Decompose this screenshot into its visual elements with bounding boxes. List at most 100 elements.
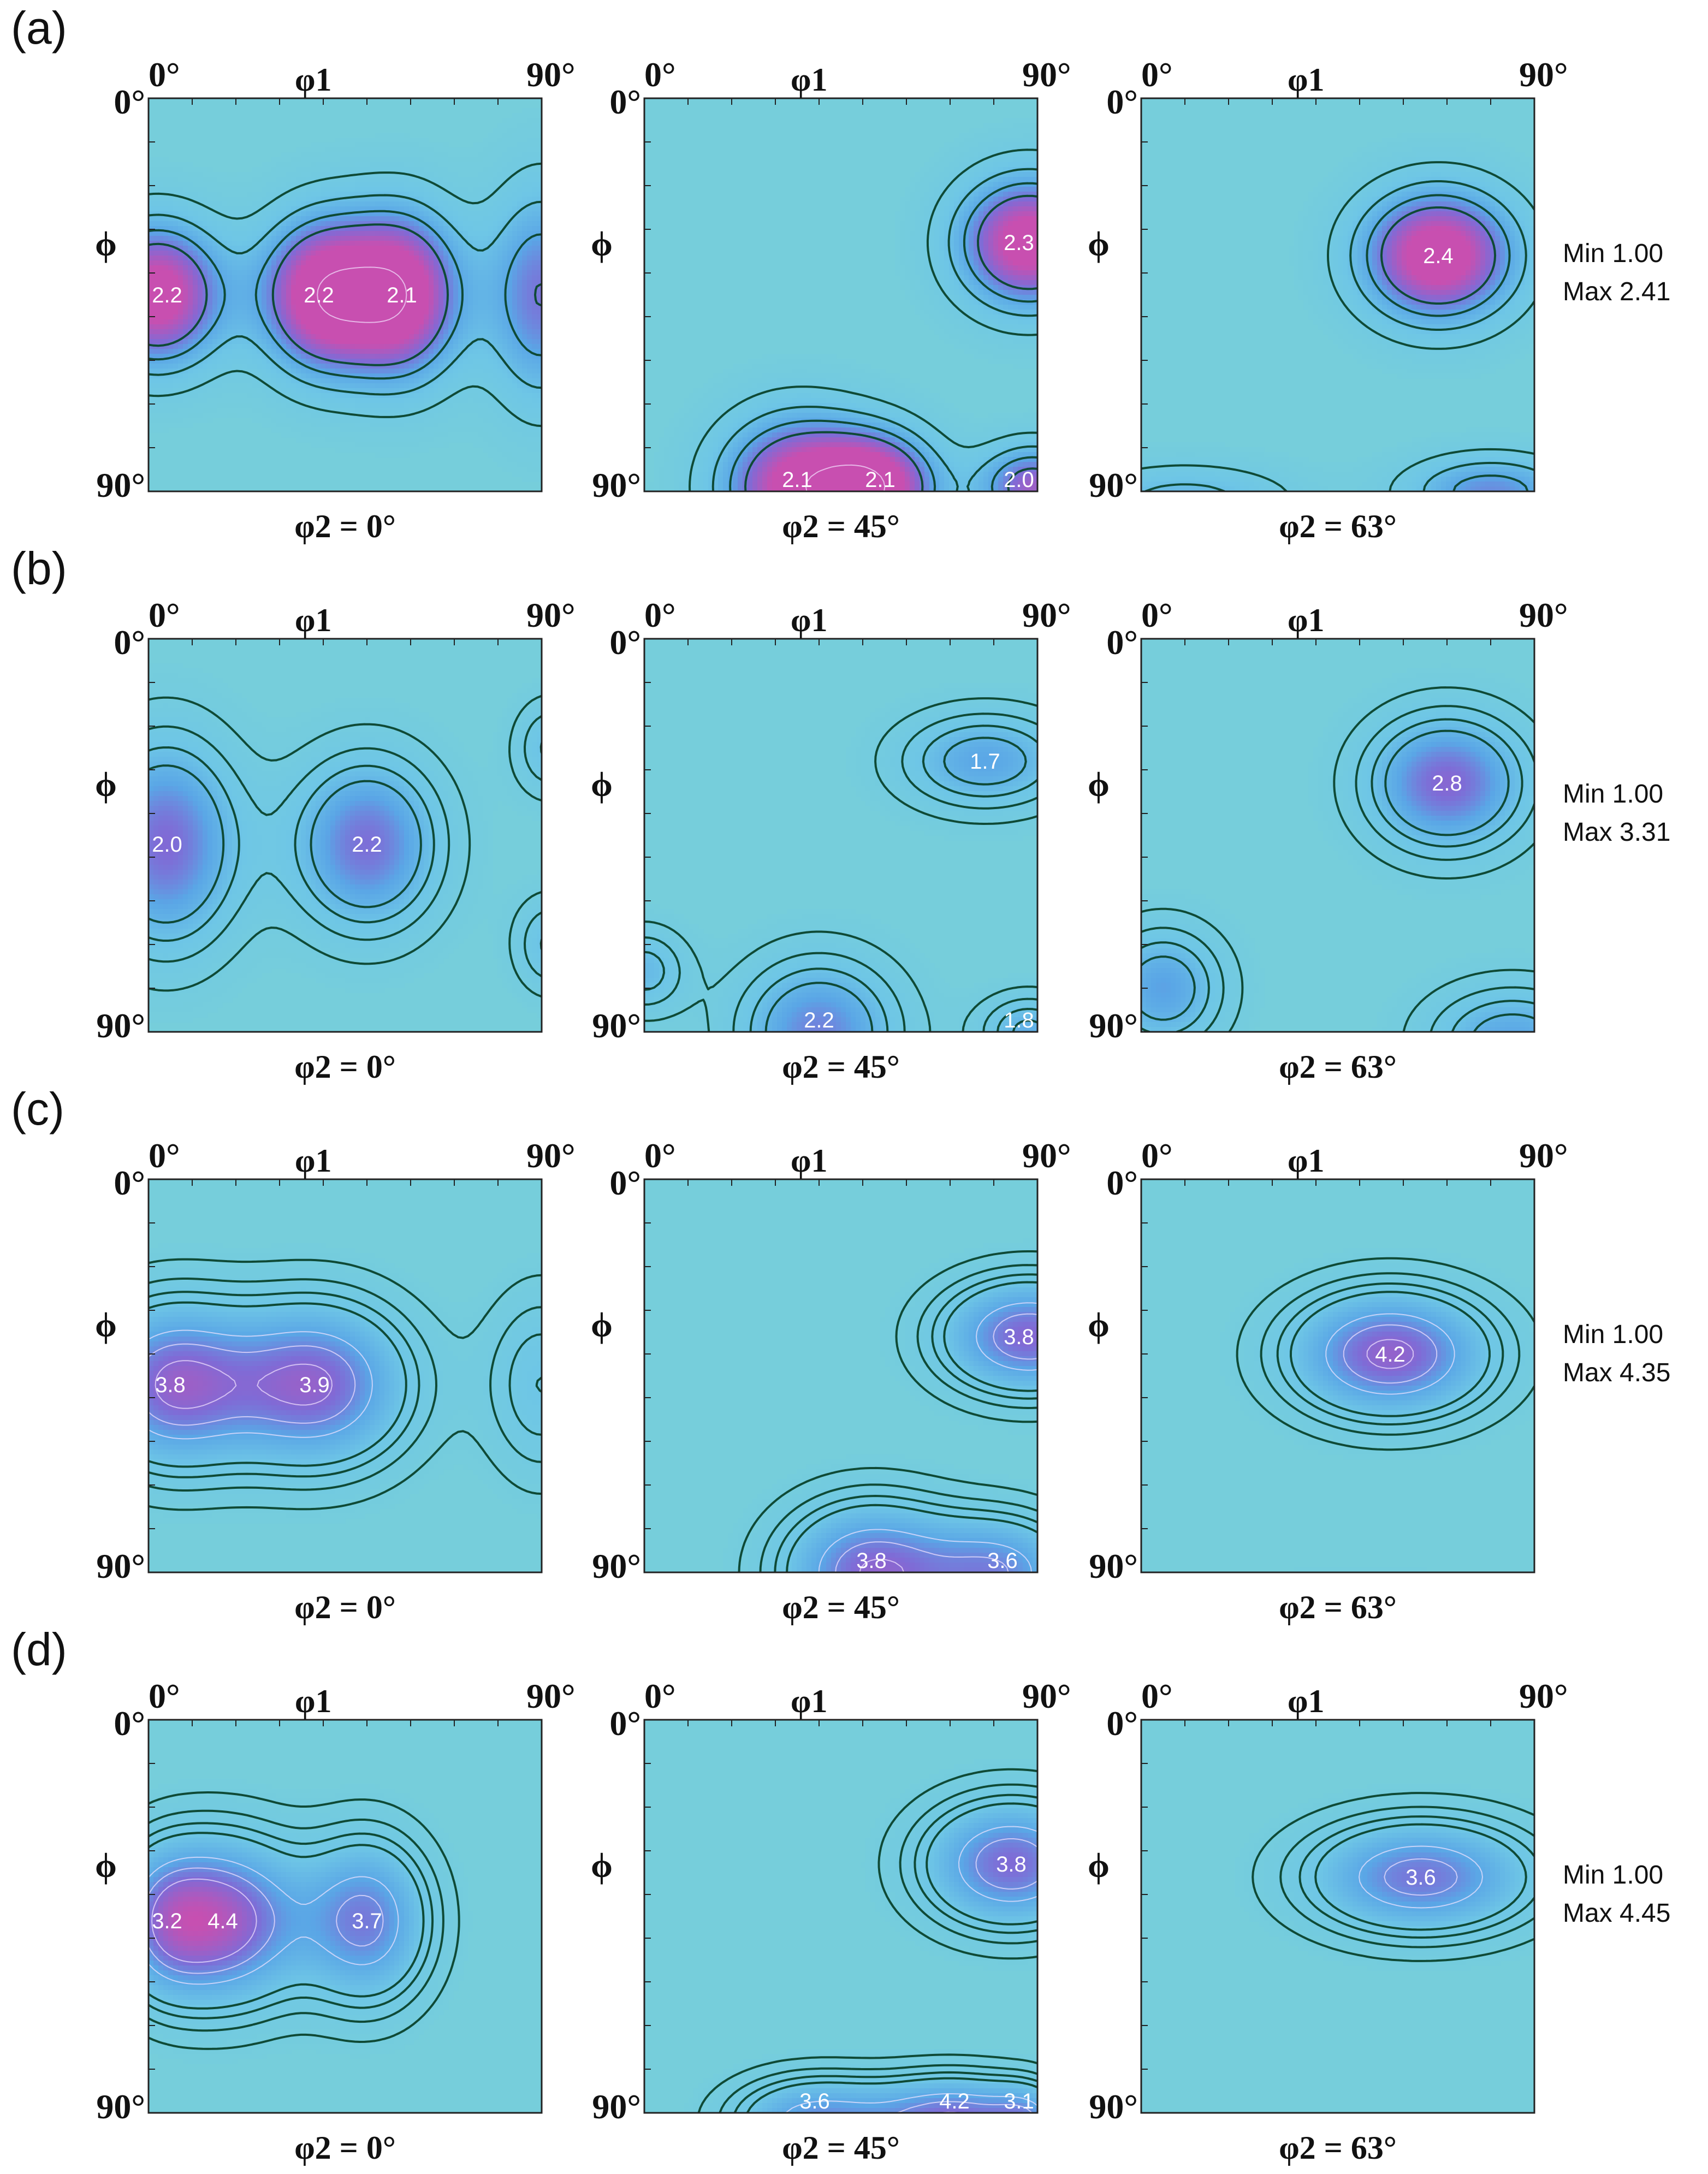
peak-label: 4.2 [939,2089,970,2113]
x-tick-label-start: 0° [1141,1677,1173,1715]
peak-label: 3.8 [155,1373,186,1397]
contour-line [786,1281,1037,1572]
plot-frame [147,97,543,492]
contour-line [1141,161,1534,491]
peak-label: 2.1 [387,283,417,307]
odf-section: 0° 90° φ1 0° 90° ϕ φ2 = 63° 4.2 [1088,1136,1568,1625]
x-tick-label-start: 0° [149,1136,180,1175]
odf-section: 0° 90° φ1 0° 90° ϕ φ2 = 0° 4.4 3.2 3.7 [95,1677,576,2166]
peak-label: 3.8 [1004,1325,1034,1349]
panel-label: (a) [11,2,67,54]
y-tick-label-end: 90° [96,1547,145,1585]
odf-section: 0° 90° φ1 0° 90° ϕ φ2 = 45° 1.7 2.2 1.8 [591,596,1071,1085]
peak-label: 1.7 [970,750,1000,774]
contour-lines [1141,161,1534,491]
peak-label: 2.2 [804,1008,834,1032]
plot-frame [147,1178,543,1573]
contour-line [149,1301,542,1468]
x-tick-label-end: 90° [526,1677,576,1715]
y-tick-label-start: 0° [609,1704,641,1743]
contour-line [729,182,1037,491]
contour-line [744,194,1037,491]
max-value-label: Max 3.31 [1563,818,1670,847]
intensity-field [644,639,1037,1032]
peak-label: 3.1 [1004,2089,1034,2113]
section-caption: φ2 = 45° [782,508,900,544]
section-caption: φ2 = 45° [782,1589,900,1625]
contour-line [149,1809,444,2032]
y-axis-label: ϕ [1088,1846,1110,1885]
y-tick-label-end: 90° [592,466,641,504]
x-axis-label: φ1 [791,1683,827,1719]
odf-row: (b) 0° 90° φ1 0° 90° ϕ φ2 = 0° 2.0 2.2 0° 90° φ1 0° 90… [11,543,1670,1085]
y-tick-label-end: 90° [96,466,145,504]
odf-row: (c) 0° 90° φ1 0° 90° ϕ φ2 = 0° 3.8 3.9 0° 90° φ1 0° 90… [11,1083,1670,1625]
x-tick-label-start: 0° [149,596,180,634]
intensity-field [149,1720,542,2113]
section-caption: φ2 = 0° [294,2130,396,2166]
y-tick-label-start: 0° [114,1163,145,1202]
contour-line [1141,686,1534,1032]
plot-frame [147,1719,543,2114]
contour-lines [1141,686,1534,1032]
x-axis-label: φ1 [791,602,827,638]
plot-frame [643,1178,1039,1573]
min-value-label: Min 1.00 [1563,239,1663,268]
plot-frame [1140,1178,1535,1573]
y-axis-label: ϕ [95,1846,117,1885]
contour-line [1141,729,1534,1032]
x-tick-label-start: 0° [644,1136,676,1175]
contour-line [1380,206,1497,305]
x-tick-label-start: 0° [1141,1136,1173,1175]
section-caption: φ2 = 45° [782,1049,900,1085]
y-tick-label-start: 0° [609,1163,641,1202]
x-tick-label-start: 0° [149,1677,180,1715]
x-tick-label-start: 0° [149,55,180,94]
contour-line-inner [149,1867,384,1974]
contour-line-inner [859,1558,905,1572]
contour-lines [149,1258,542,1511]
peak-label: 3.8 [856,1549,887,1573]
peak-label: 3.8 [996,1852,1027,1876]
peak-label: 2.1 [865,468,895,492]
odf-rows: (a)0° 90°φ10°90°ϕφ2 = 0°2.2 2.2 2.10° 90°φ10… [11,2,1670,2166]
peak-label: 3.2 [152,1909,182,1933]
plot-frame [643,97,1039,492]
plot-frame [643,1719,1039,2114]
x-axis-label: φ1 [791,1143,827,1179]
x-tick-label-start: 0° [644,55,676,94]
contour-line [711,168,1037,491]
min-value-label: Min 1.00 [1563,780,1663,809]
section-caption: φ2 = 63° [1279,508,1397,544]
contour-line [149,1278,542,1492]
y-tick-label-end: 90° [592,2087,641,2126]
x-axis-label: φ1 [1288,602,1324,638]
x-tick-label-end: 90° [1022,1136,1071,1175]
odf-section: 0° 90° φ1 0° 90° ϕ φ2 = 63° 2.4 [1088,55,1568,544]
peak-label: 4.4 [207,1909,238,1933]
contour-line [149,1791,460,2050]
y-axis-label: ϕ [591,1305,613,1344]
contour-lines [149,162,542,427]
contour-line [149,162,542,427]
y-tick-label-end: 90° [1089,1547,1138,1585]
contour-lines [738,1250,1037,1572]
intensity-field [149,1179,542,1572]
x-axis-label: φ1 [295,1143,331,1179]
min-value-label: Min 1.00 [1563,1320,1663,1349]
panel-label: (b) [11,543,67,594]
intensity-field [1141,1179,1534,1572]
x-tick-label-start: 0° [1141,596,1173,634]
contour-line [1298,1815,1534,1939]
x-axis-label: φ1 [1288,1683,1324,1719]
y-tick-label-end: 90° [96,2087,145,2126]
y-tick-label-start: 0° [1106,623,1138,662]
contour-line-inner [805,464,886,491]
plot-frame [643,638,1039,1033]
contour-line-inner [896,1838,1037,2113]
x-axis-label: φ1 [1288,62,1324,98]
odf-section: 0° 90° φ1 0° 90° ϕ φ2 = 45° 3.8 3.8 3.6 [591,1136,1071,1625]
contour-line [1314,1823,1527,1931]
plot-frame [1140,638,1535,1033]
